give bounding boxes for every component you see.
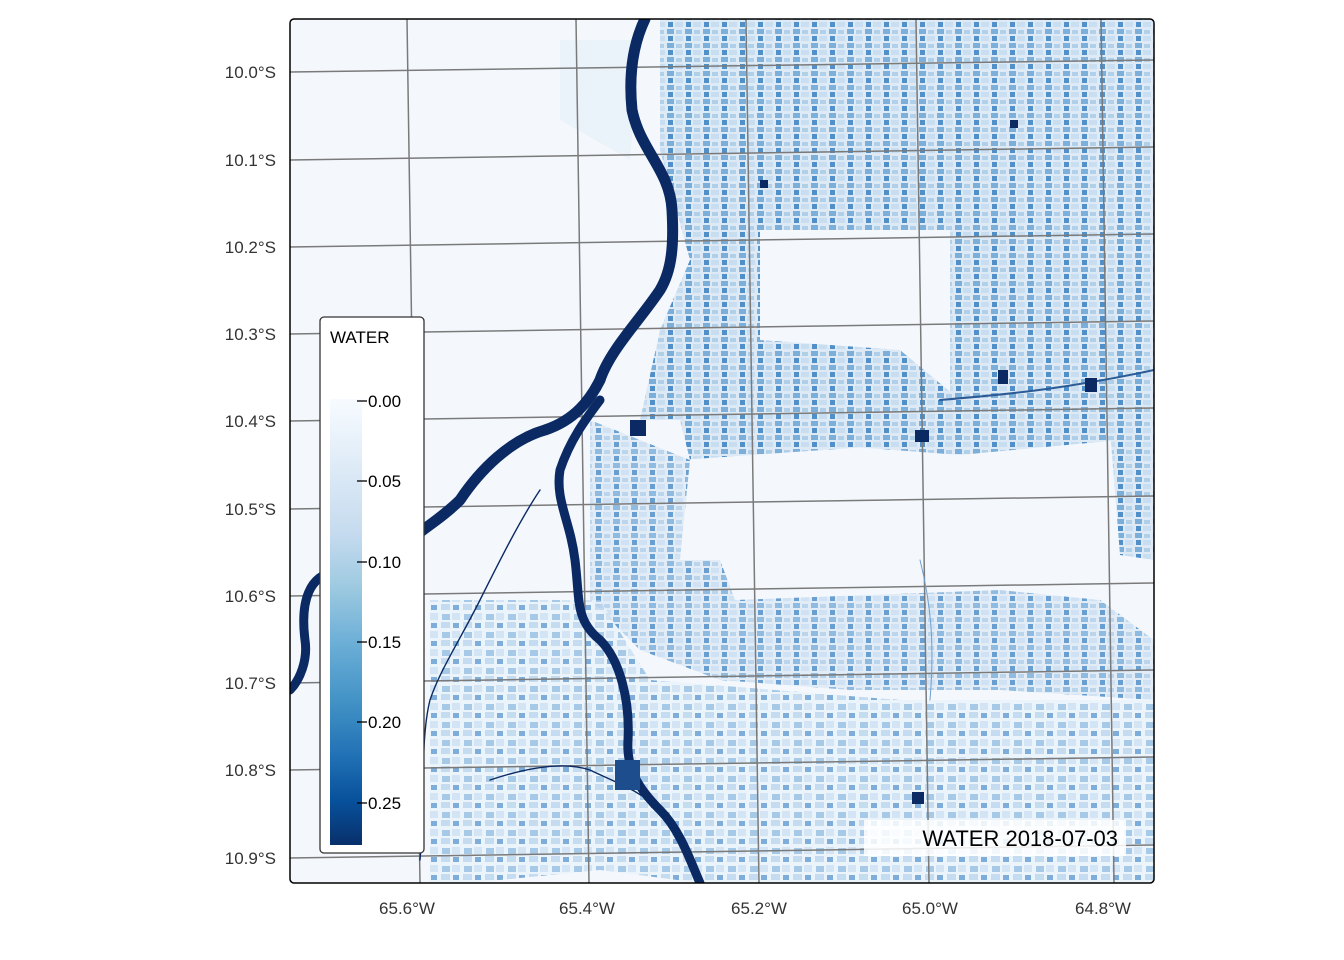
y-tick-label: 10.8°S (225, 761, 276, 780)
x-tick-label: 65.4°W (559, 899, 615, 918)
x-tick-label: 65.6°W (379, 899, 435, 918)
x-axis: 65.6°W 65.4°W 65.2°W 65.0°W 64.8°W (379, 899, 1131, 918)
legend-tick-label: 0.20 (368, 713, 401, 732)
y-tick-label: 10.4°S (225, 412, 276, 431)
y-tick-label: 10.0°S (225, 63, 276, 82)
y-tick-label: 10.1°S (225, 151, 276, 170)
y-tick-label: 10.2°S (225, 238, 276, 257)
x-tick-label: 64.8°W (1075, 899, 1131, 918)
map-frame (289, 18, 1155, 884)
legend-colorbar (330, 399, 362, 845)
legend-title: WATER (330, 328, 390, 347)
map-title: WATER 2018-07-03 (922, 826, 1118, 851)
field-patches (430, 19, 1154, 883)
y-tick-label: 10.9°S (225, 849, 276, 868)
y-tick-label: 10.6°S (225, 587, 276, 606)
y-tick-label: 10.5°S (225, 500, 276, 519)
title-backdrop (864, 820, 1126, 856)
y-tick-label: 10.7°S (225, 674, 276, 693)
legend-tick-label: 0.15 (368, 633, 401, 652)
y-axis: 10.0°S 10.1°S 10.2°S 10.3°S 10.4°S 10.5°… (225, 63, 276, 868)
x-tick-label: 65.2°W (731, 899, 787, 918)
dark-patches (615, 120, 1097, 804)
legend-tick-label: 0.05 (368, 472, 401, 491)
legend-tick-label: 0.25 (368, 794, 401, 813)
legend-tick-label: 0.10 (368, 553, 401, 572)
x-tick-label: 65.0°W (902, 899, 958, 918)
y-tick-label: 10.3°S (225, 325, 276, 344)
legend: WATER 0.00 0.05 0.10 0.15 0.20 0.25 (319, 316, 425, 854)
legend-tick-label: 0.00 (368, 392, 401, 411)
